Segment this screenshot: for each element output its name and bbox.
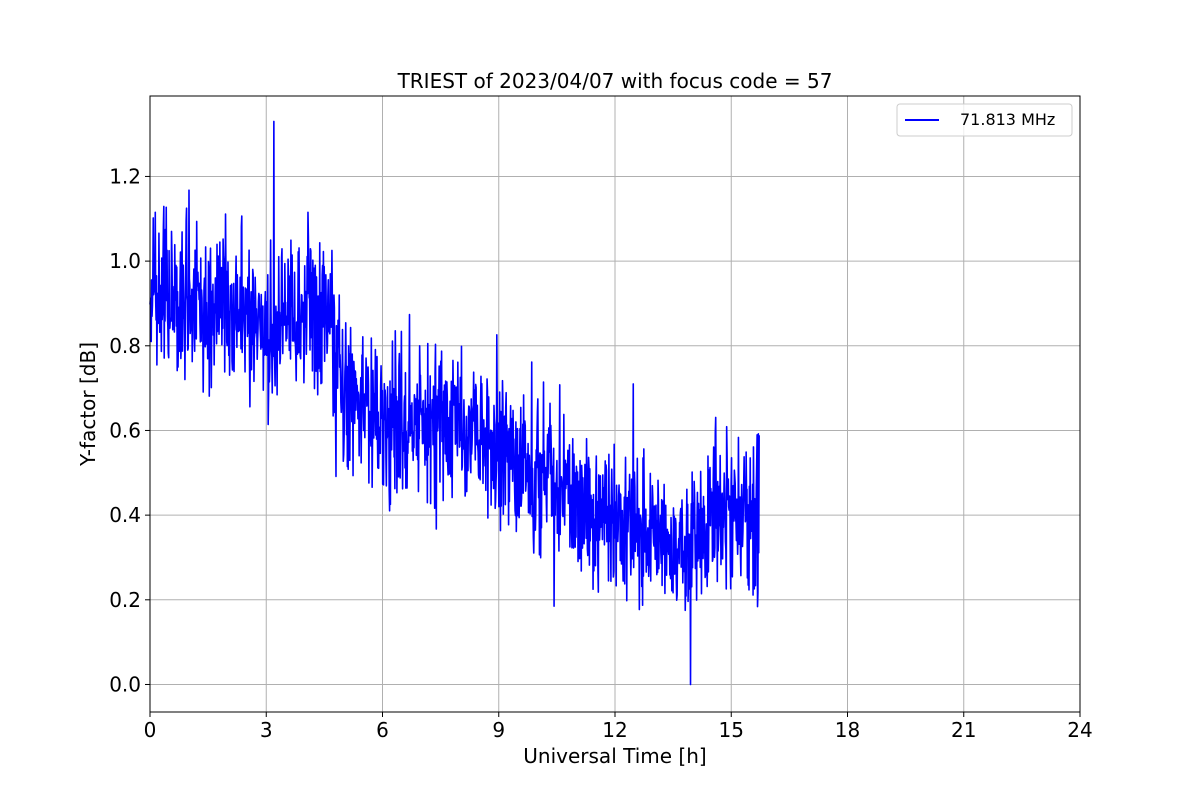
y-tick-label: 0.2 (109, 588, 141, 612)
ticks: 0 3 6 9 12 15 18 21 24 0.0 0.2 0.4 0.6 0.8 1.0 1.2 (109, 164, 1093, 742)
x-tick-label: 3 (260, 718, 273, 742)
x-tick-label: 21 (951, 718, 976, 742)
x-tick-label: 15 (719, 718, 744, 742)
legend-box (896, 103, 1073, 137)
legend-label: 71.813 MHz (960, 110, 1055, 129)
series-line-71-813-mhz (149, 120, 760, 686)
x-tick-label: 24 (1067, 718, 1092, 742)
y-tick-label: 1.2 (109, 164, 141, 188)
x-tick-label: 6 (376, 718, 389, 742)
x-tick-label: 0 (144, 718, 157, 742)
y-tick-label: 1.0 (109, 249, 141, 273)
y-axis-label: Y-factor [dB] (76, 342, 100, 467)
y-tick-label: 0.4 (109, 503, 141, 527)
y-tick-label: 0.8 (109, 334, 141, 358)
x-tick-label: 9 (492, 718, 505, 742)
legend: 71.813 MHz (896, 103, 1073, 137)
x-tick-label: 12 (602, 718, 627, 742)
chart-title: TRIEST of 2023/04/07 with focus code = 5… (397, 69, 833, 93)
data-layer (149, 120, 760, 686)
y-tick-label: 0.6 (109, 418, 141, 442)
y-tick-label: 0.0 (109, 672, 141, 696)
x-axis-label: Universal Time [h] (523, 744, 706, 768)
x-tick-label: 18 (835, 718, 860, 742)
